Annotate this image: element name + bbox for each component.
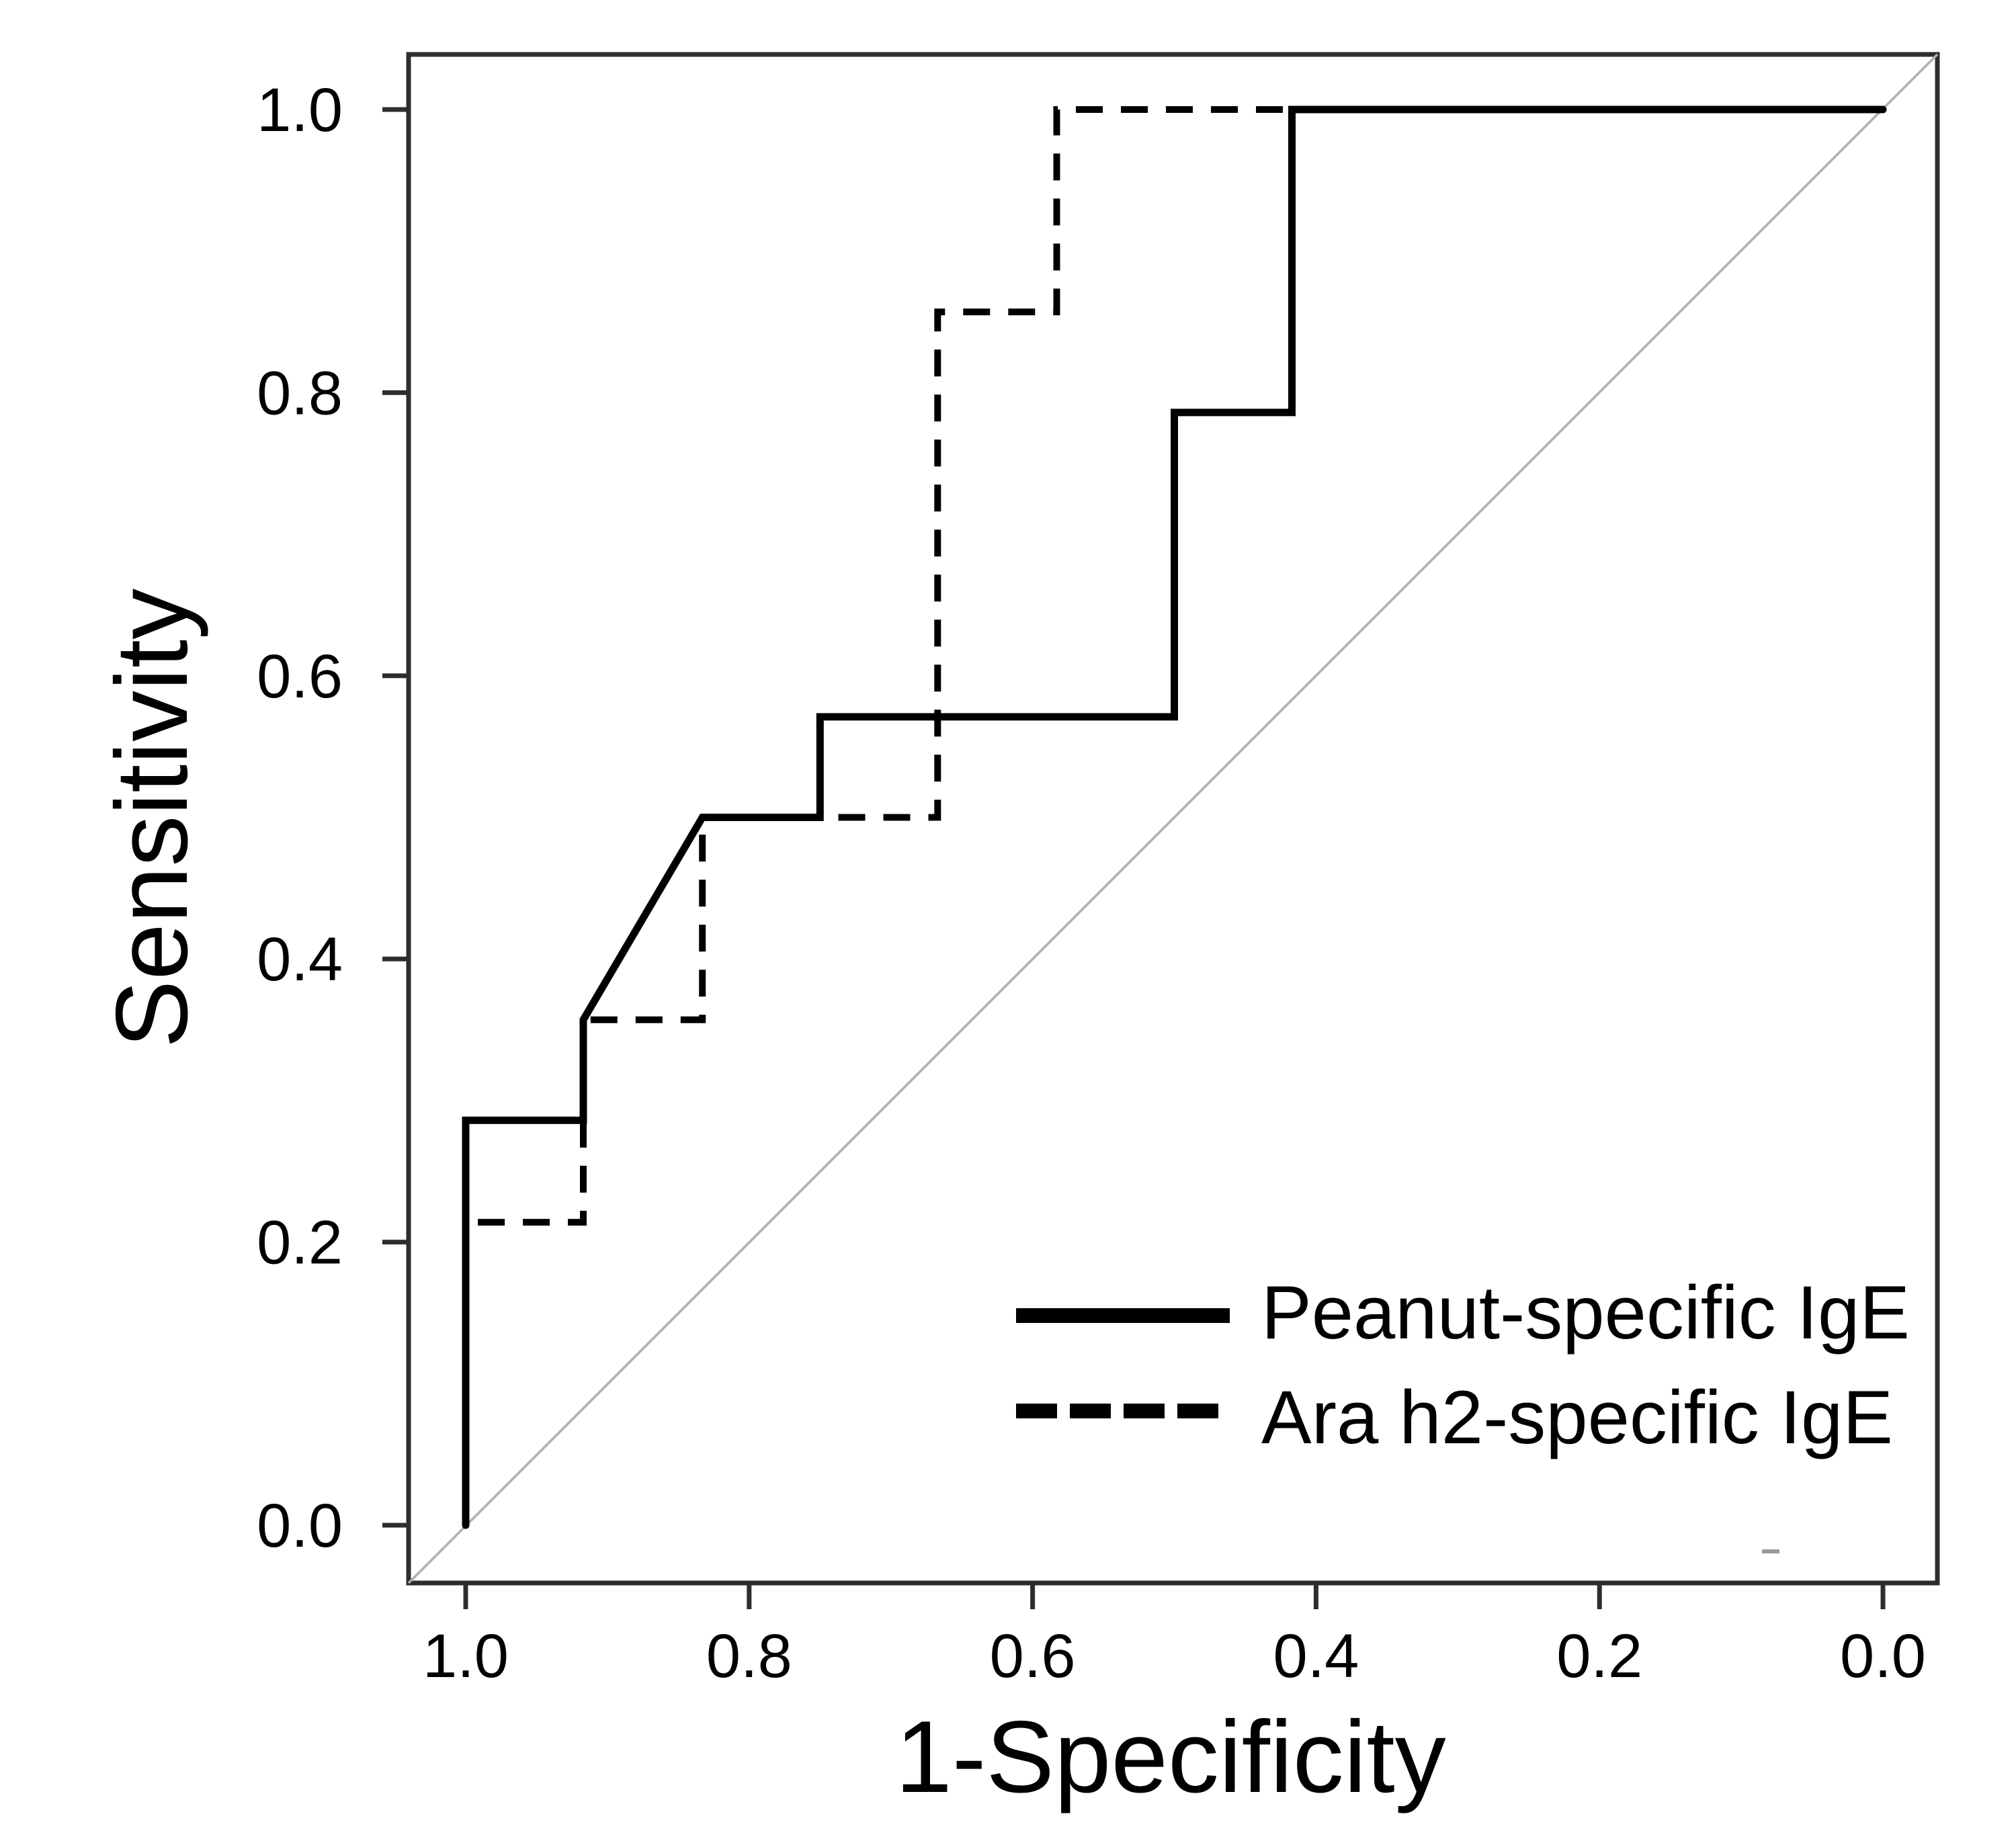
y-axis-ticks <box>382 107 409 1528</box>
series-ara-h2-specific-ige <box>462 106 1883 1525</box>
series-peanut-specific-ige <box>462 105 1887 1529</box>
x-tick-label-0.8: 0.8 <box>706 1622 792 1690</box>
plot-area-border <box>406 52 1940 1586</box>
x-tick-label-0.6: 0.6 <box>990 1622 1076 1690</box>
y-tick-label-0.8: 0.8 <box>257 359 343 427</box>
x-axis-tick-labels: 1.0 0.8 0.6 0.4 0.2 0.0 <box>423 1622 1926 1690</box>
x-tick-label-0.4: 0.4 <box>1273 1622 1359 1690</box>
y-tick-label-1.0: 1.0 <box>257 76 343 144</box>
y-tick-label-0.0: 0.0 <box>257 1492 343 1560</box>
y-tick-label-0.4: 0.4 <box>257 925 343 994</box>
y-tick-label-0.6: 0.6 <box>257 642 343 711</box>
legend: Peanut-specific IgE Ara h2-specific IgE <box>1016 1271 1910 1459</box>
x-tick-label-1.0: 1.0 <box>423 1622 509 1690</box>
x-tick-label-0.0: 0.0 <box>1840 1622 1926 1690</box>
y-tick-label-0.2: 0.2 <box>257 1209 343 1277</box>
x-axis-ticks <box>463 1583 1886 1609</box>
x-axis-title: 1-Specificity <box>895 1700 1445 1814</box>
legend-label-peanut: Peanut-specific IgE <box>1261 1271 1910 1355</box>
legend-label-ara-h2: Ara h2-specific IgE <box>1261 1375 1893 1459</box>
y-axis-title: Sensitivity <box>95 589 209 1048</box>
chance-diagonal-line <box>407 53 1939 1584</box>
y-axis-tick-labels: 1.0 0.8 0.6 0.4 0.2 0.0 <box>257 76 343 1560</box>
stray-mark <box>1762 1549 1779 1553</box>
x-tick-label-0.2: 0.2 <box>1556 1622 1642 1690</box>
